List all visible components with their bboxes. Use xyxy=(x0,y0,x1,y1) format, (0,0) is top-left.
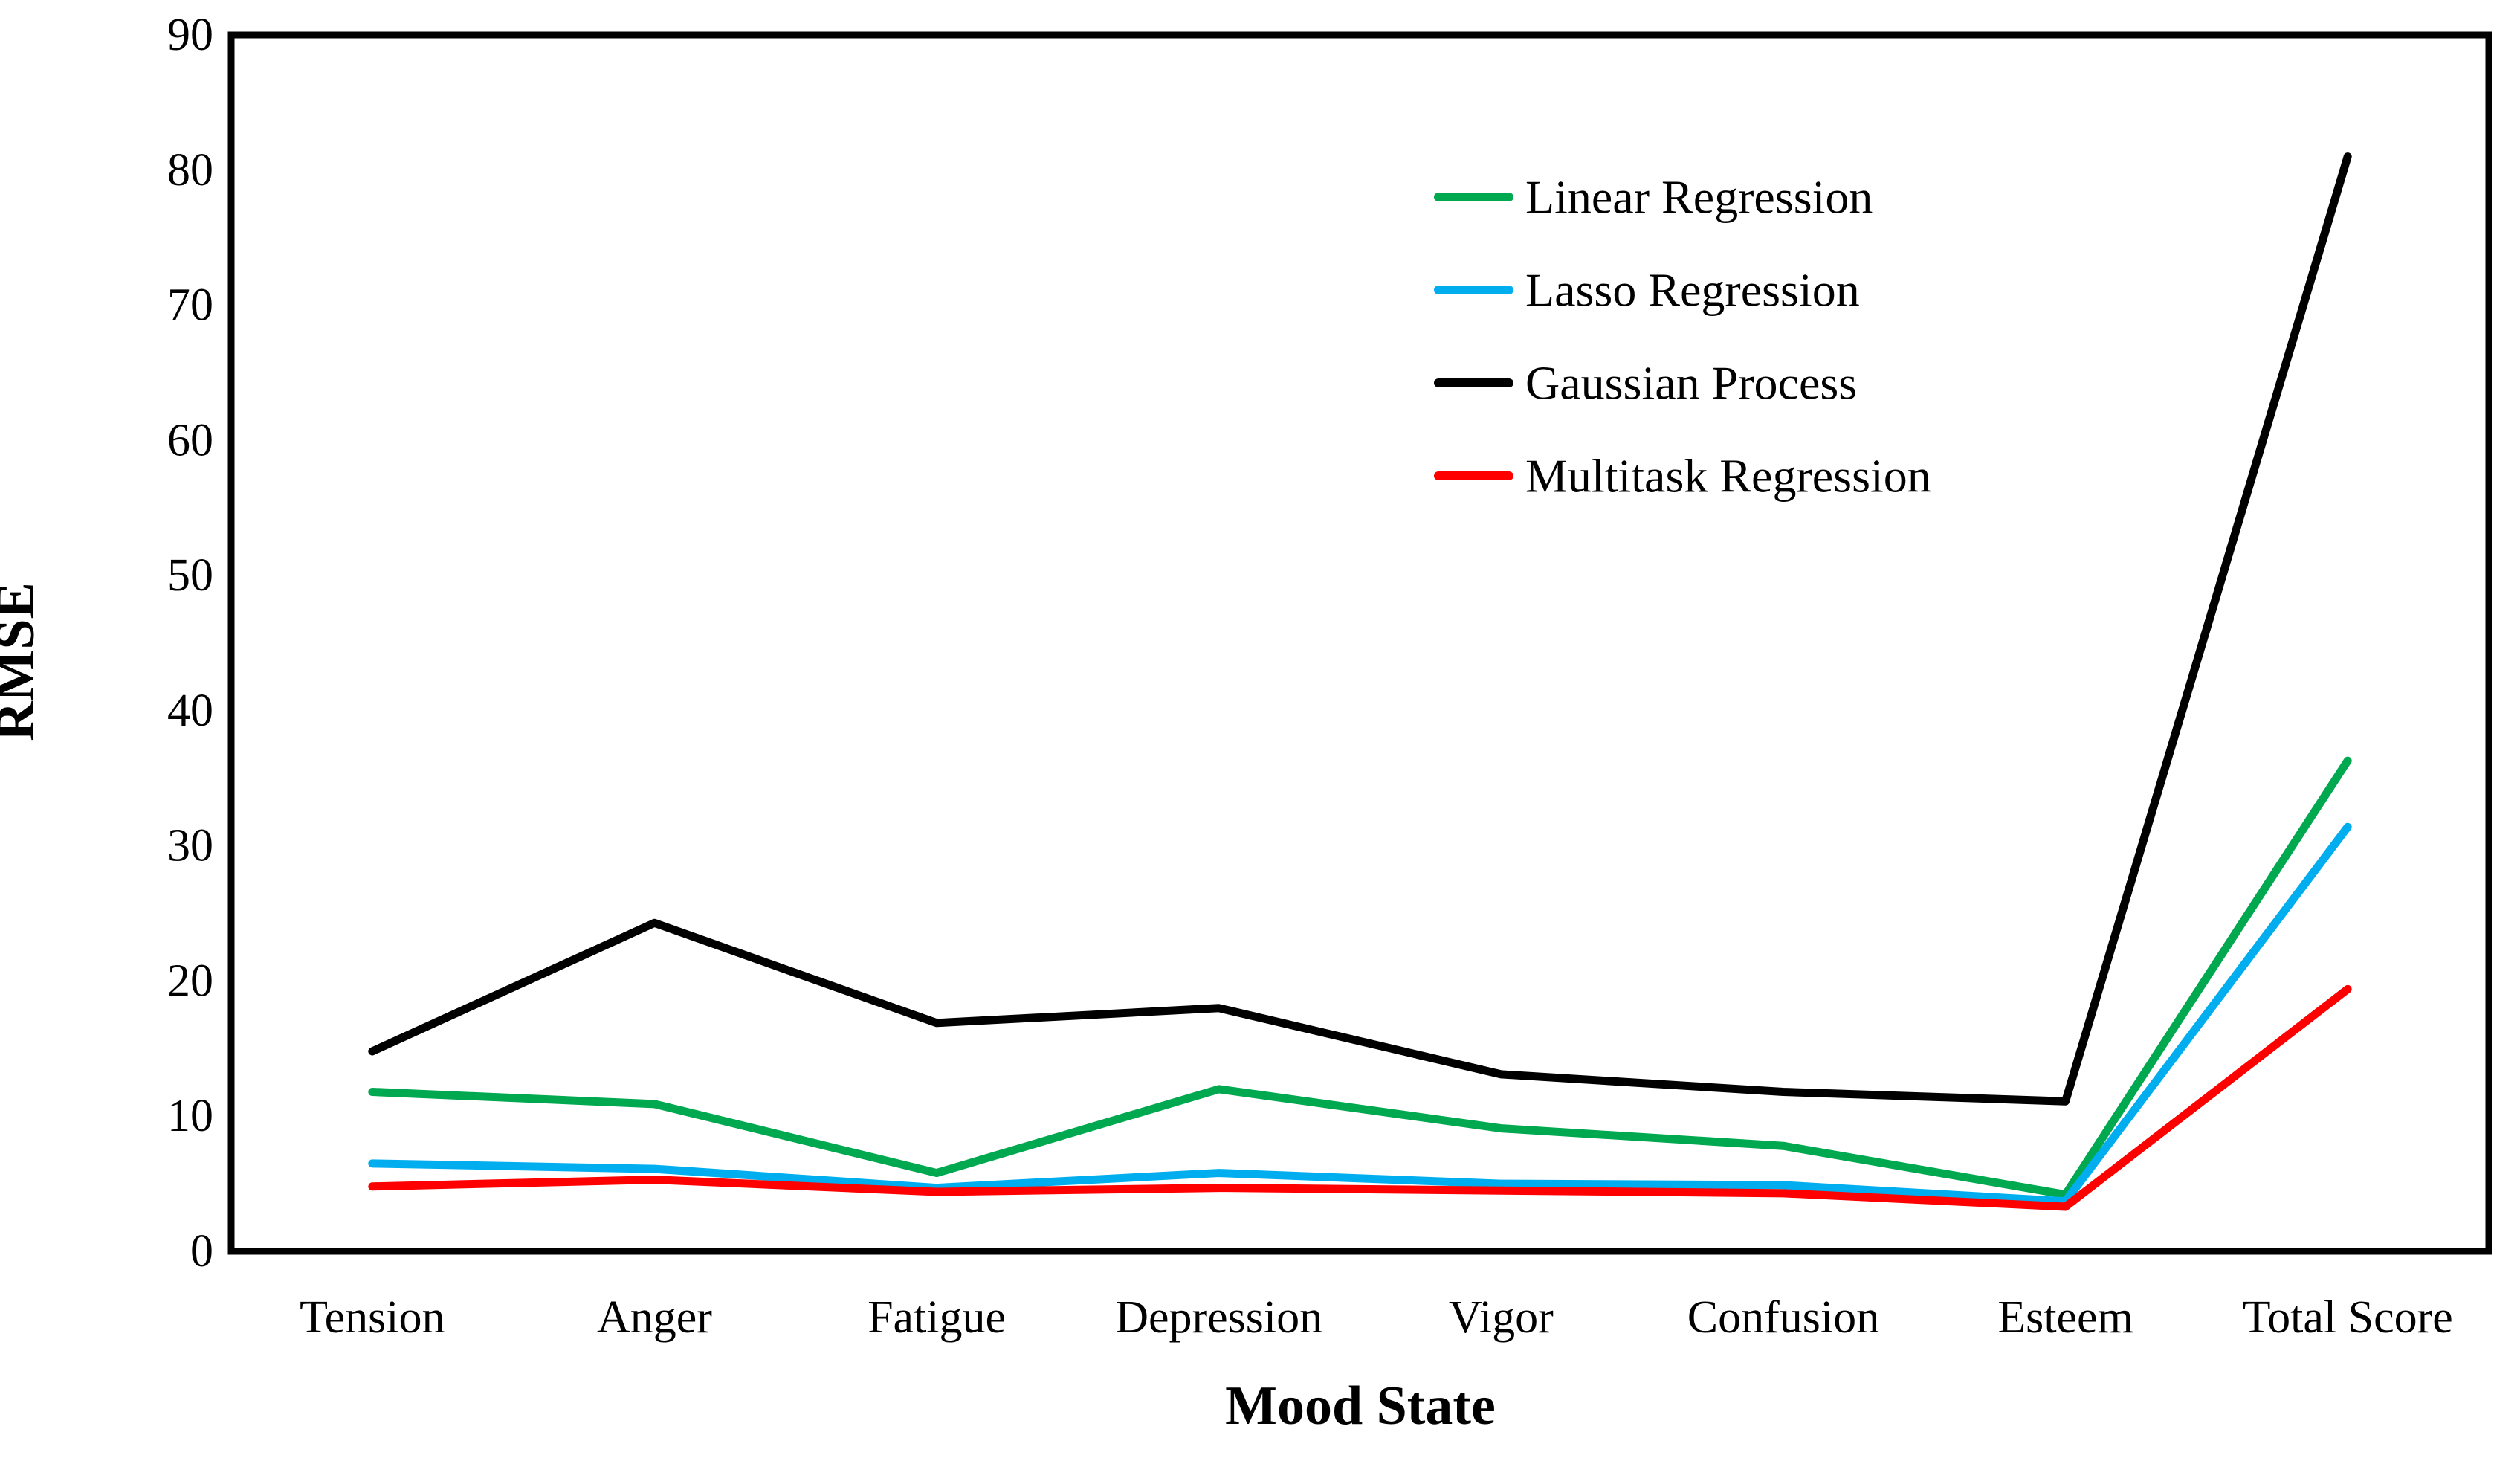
x-axis-title: Mood State xyxy=(1225,1376,1496,1436)
series-line-gaussian-process xyxy=(368,152,2352,1106)
y-tick-label: 40 xyxy=(167,686,213,736)
plot-frame xyxy=(227,31,2492,1255)
y-tick-label: 30 xyxy=(167,821,213,871)
y-axis-title: RMSE xyxy=(0,582,46,741)
legend: Linear Regression Lasso Regression Gaussia… xyxy=(1434,171,1931,503)
y-tick-label: 10 xyxy=(167,1091,213,1141)
y-tick-label: 70 xyxy=(167,280,213,331)
x-category-label: Anger xyxy=(597,1292,712,1343)
x-axis-category-labels: Tension Anger Fatigue Depression Vigor Confus… xyxy=(300,1292,2453,1343)
y-tick-label: 80 xyxy=(167,145,213,196)
series-line-linear-regression xyxy=(368,756,2352,1199)
data-series-lines xyxy=(368,152,2352,1211)
y-tick-label: 0 xyxy=(190,1226,213,1277)
x-category-label: Esteem xyxy=(1997,1292,2133,1343)
series-line-lasso-regression xyxy=(368,822,2352,1206)
y-tick-label: 20 xyxy=(167,955,213,1006)
series-line-multitask-regression xyxy=(368,984,2352,1211)
legend-label-lasso-regression: Lasso Regression xyxy=(1525,264,1860,317)
y-axis-tick-labels: 0 10 20 30 40 50 60 70 80 90 xyxy=(167,10,213,1277)
x-category-label: Fatigue xyxy=(868,1292,1006,1343)
x-category-label: Tension xyxy=(300,1292,445,1343)
x-category-label: Depression xyxy=(1115,1292,1322,1343)
y-tick-label: 50 xyxy=(167,550,213,601)
y-tick-label: 90 xyxy=(167,10,213,60)
legend-label-linear-regression: Linear Regression xyxy=(1525,171,1873,224)
y-tick-label: 60 xyxy=(167,415,213,465)
legend-label-multitask-regression: Multitask Regression xyxy=(1525,450,1931,503)
x-category-label: Vigor xyxy=(1449,1292,1554,1343)
legend-label-gaussian-process: Gaussian Process xyxy=(1525,357,1857,410)
x-category-label: Confusion xyxy=(1687,1292,1879,1343)
x-category-label: Total Score xyxy=(2243,1292,2453,1343)
